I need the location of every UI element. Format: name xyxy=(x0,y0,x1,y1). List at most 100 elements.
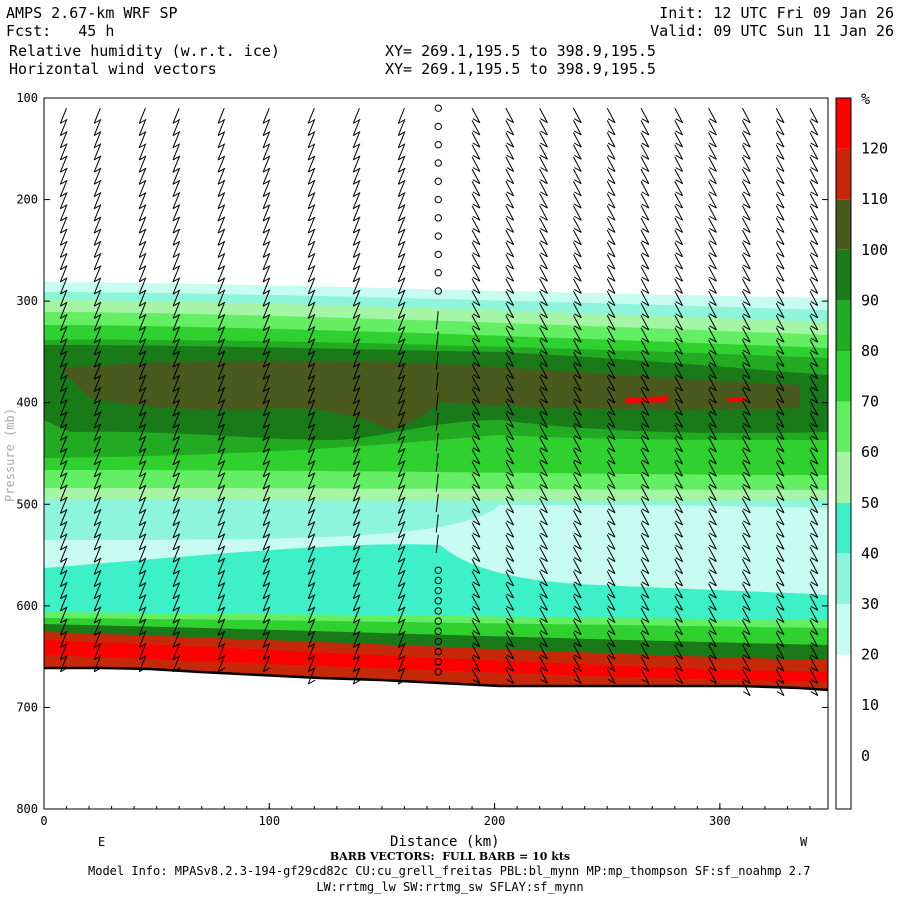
wind-barb-flag xyxy=(742,593,751,599)
wind-barb-flag xyxy=(138,387,147,392)
wind-barb xyxy=(708,668,717,684)
wind-barb-flag xyxy=(641,325,650,331)
wind-barb-flag xyxy=(262,374,271,380)
wind-barb xyxy=(397,607,405,624)
wind-barb xyxy=(505,241,515,258)
wind-barb xyxy=(471,619,481,635)
wind-barb-flag xyxy=(709,398,717,404)
wind-barb xyxy=(307,120,315,136)
wind-barb xyxy=(262,632,270,648)
wind-barb xyxy=(775,388,785,404)
wind-barb xyxy=(262,156,270,173)
wind-barb xyxy=(138,644,146,660)
wind-barb-flag xyxy=(352,582,361,587)
wind-barb-flag xyxy=(472,215,481,221)
wind-barb-flag xyxy=(540,337,548,343)
wind-barb xyxy=(172,217,180,234)
wind-barb-flag xyxy=(93,508,102,514)
wind-barb xyxy=(93,595,101,612)
below-ground xyxy=(44,668,828,809)
wind-barb xyxy=(708,266,717,282)
wind-barb-flag xyxy=(352,326,361,332)
wind-barb-flag xyxy=(217,192,226,197)
wind-barb xyxy=(775,193,785,209)
wind-barb-flag xyxy=(398,582,406,587)
wind-barb xyxy=(539,376,548,392)
wind-barb-flag xyxy=(217,131,226,136)
wind-barb xyxy=(471,315,481,331)
wind-barb-flag xyxy=(307,192,316,197)
wind-barb-flag xyxy=(776,386,785,392)
wind-barb xyxy=(572,424,582,440)
wind-barb-flag xyxy=(810,349,819,355)
wind-barb xyxy=(93,168,101,185)
wind-barb xyxy=(674,290,684,306)
wind-barb xyxy=(539,120,548,136)
wind-barb xyxy=(138,522,146,538)
wind-barb xyxy=(640,205,650,221)
vector-coords: XY= 269.1,195.5 to 398.9,195.5 xyxy=(385,60,656,78)
wind-barb-flag xyxy=(138,179,147,185)
wind-barb-flag xyxy=(776,167,785,172)
wind-barb xyxy=(352,510,360,526)
wind-barb-flag xyxy=(217,521,226,527)
wind-barb-flag xyxy=(506,240,514,246)
rh-band-120b xyxy=(728,398,745,402)
wind-barb xyxy=(59,510,67,526)
wind-barb xyxy=(505,193,515,209)
wind-barb-flag xyxy=(172,362,181,368)
wind-barb-flag xyxy=(675,423,683,428)
wind-barb-flag xyxy=(172,289,181,295)
wind-barb xyxy=(775,315,785,331)
wind-barb-flag xyxy=(742,410,751,416)
wind-barb xyxy=(471,644,481,660)
colorbar-swatch xyxy=(836,604,851,655)
wind-barb-flag xyxy=(540,398,548,404)
wind-barb xyxy=(435,331,439,350)
wind-barb xyxy=(606,522,616,538)
wind-barb xyxy=(505,595,515,611)
wind-barb-flag xyxy=(138,448,147,453)
wind-barb-flag xyxy=(810,630,819,636)
wind-barb xyxy=(741,181,751,197)
wind-barb xyxy=(435,412,439,431)
wind-barb-flag xyxy=(398,606,406,612)
wind-barb xyxy=(640,290,650,306)
wind-barb-flag xyxy=(540,118,548,124)
wind-barb-flag xyxy=(607,313,616,319)
wind-barb xyxy=(606,315,616,331)
wind-barb-flag xyxy=(398,508,406,514)
wind-barb xyxy=(606,193,616,209)
wind-barb xyxy=(93,534,101,551)
wind-barb-flag xyxy=(540,678,548,684)
wind-barb xyxy=(505,156,515,172)
wind-barb xyxy=(741,485,751,501)
wind-barb-flag xyxy=(262,399,271,405)
wind-barb xyxy=(741,412,751,428)
wind-barb-flag xyxy=(172,338,181,344)
wind-barb xyxy=(775,656,785,672)
wind-barb xyxy=(138,485,146,502)
wind-barb-flag xyxy=(60,131,68,136)
wind-barb-flag xyxy=(398,533,406,539)
wind-barb xyxy=(307,400,315,417)
wind-barb xyxy=(59,242,67,258)
wind-barb xyxy=(59,339,67,356)
wind-barb xyxy=(59,498,67,514)
wind-barb-flag xyxy=(540,496,548,502)
wind-barb-flag xyxy=(217,448,226,453)
wind-barb-flag xyxy=(607,447,616,453)
wind-barb xyxy=(640,181,650,197)
wind-barb xyxy=(674,473,684,489)
wind-barb xyxy=(93,132,101,148)
wind-barb-flag xyxy=(506,362,514,367)
wind-barb-flag xyxy=(506,605,514,611)
wind-barb xyxy=(674,217,684,233)
wind-barb-flag xyxy=(217,667,226,673)
wind-barb-flag xyxy=(742,252,751,258)
wind-barb xyxy=(606,497,616,514)
wind-barb-flag xyxy=(709,435,717,441)
wind-barb-flag xyxy=(93,630,102,636)
wind-barb-flag xyxy=(540,228,548,233)
wind-barb-flag xyxy=(93,435,102,441)
